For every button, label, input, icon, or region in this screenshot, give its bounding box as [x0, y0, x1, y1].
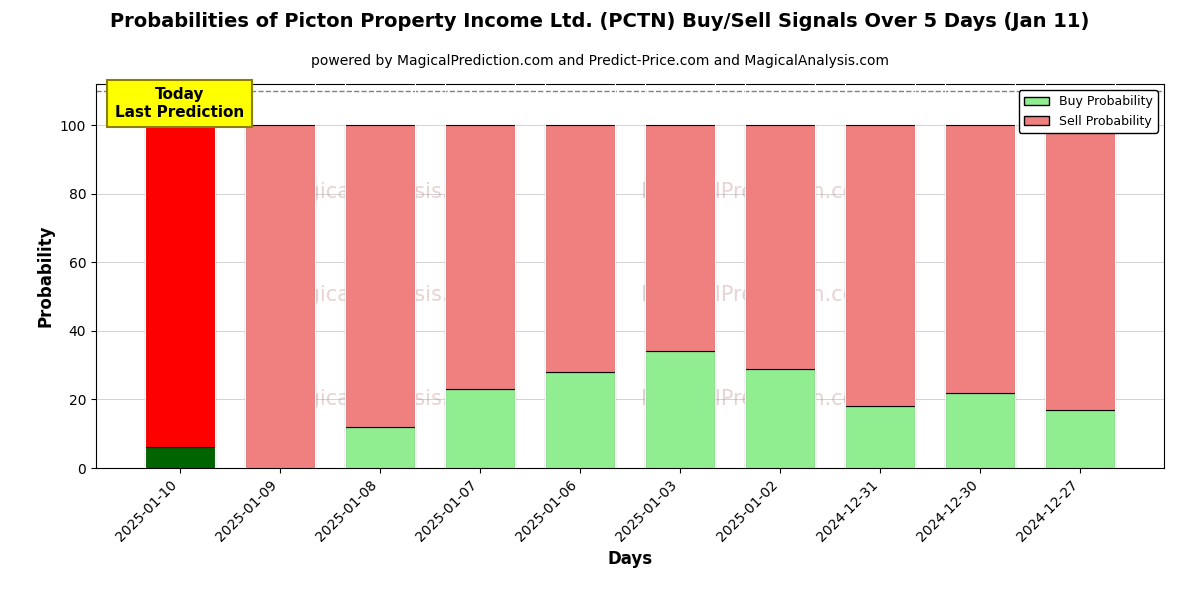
Text: MagicalAnalysis.com: MagicalAnalysis.com [276, 389, 493, 409]
Y-axis label: Probability: Probability [36, 225, 54, 327]
Bar [545, 125, 614, 372]
Text: MagicalAnalysis.com: MagicalAnalysis.com [276, 182, 493, 202]
Bar [845, 125, 916, 406]
Bar [144, 448, 215, 468]
Bar [545, 372, 614, 468]
Bar [144, 125, 215, 448]
Text: powered by MagicalPrediction.com and Predict-Price.com and MagicalAnalysis.com: powered by MagicalPrediction.com and Pre… [311, 54, 889, 68]
Bar [745, 368, 815, 468]
Bar [344, 427, 415, 468]
Text: MagicalAnalysis.com: MagicalAnalysis.com [276, 285, 493, 305]
Bar [745, 125, 815, 368]
Text: MagicalPrediction.com: MagicalPrediction.com [641, 389, 876, 409]
Bar [646, 125, 715, 352]
Text: MagicalPrediction.com: MagicalPrediction.com [641, 182, 876, 202]
Bar [646, 352, 715, 468]
Bar [245, 125, 314, 468]
Bar [946, 392, 1015, 468]
Bar [946, 125, 1015, 392]
Text: MagicalPrediction.com: MagicalPrediction.com [641, 285, 876, 305]
Bar [445, 125, 515, 389]
Bar [845, 406, 916, 468]
Bar [1045, 125, 1116, 410]
Text: Today
Last Prediction: Today Last Prediction [115, 88, 245, 120]
Bar [344, 125, 415, 427]
Legend: Buy Probability, Sell Probability: Buy Probability, Sell Probability [1019, 90, 1158, 133]
Text: Probabilities of Picton Property Income Ltd. (PCTN) Buy/Sell Signals Over 5 Days: Probabilities of Picton Property Income … [110, 12, 1090, 31]
Bar [1045, 410, 1116, 468]
Bar [445, 389, 515, 468]
X-axis label: Days: Days [607, 550, 653, 568]
